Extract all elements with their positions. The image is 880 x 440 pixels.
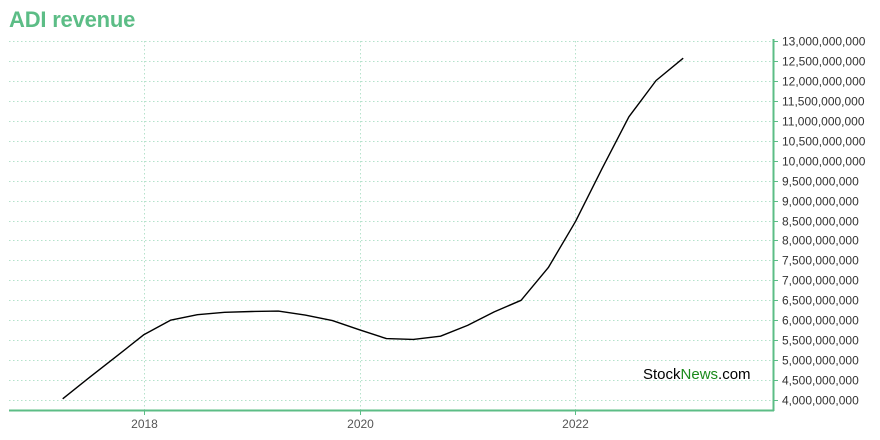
x-tick-label: 2020 [347,417,374,431]
y-tick-label: 4,000,000,000 [782,394,859,408]
y-tick-label: 12,000,000,000 [782,75,866,89]
watermark-news: News [680,366,719,383]
watermark-stock: Stock [643,366,681,383]
axes [9,39,778,415]
chart-title: ADI revenue [9,7,136,32]
y-axis-tick-labels: 4,000,000,000 4,500,000,000 5,000,000,000 5… [782,35,866,408]
y-tick-label: 6,500,000,000 [782,294,859,308]
series [62,57,684,400]
y-tick-label: 7,000,000,000 [782,274,859,288]
watermark-logo: StockNews.com [643,366,751,383]
x-tick-label: 2018 [131,417,158,431]
y-tick-label: 13,000,000,000 [782,35,866,49]
y-tick-label: 4,500,000,000 [782,374,859,388]
y-tick-label: 6,000,000,000 [782,314,859,328]
y-tick-label: 10,000,000,000 [782,155,866,169]
y-tick-label: 10,500,000,000 [782,135,866,149]
gridlines [9,41,773,410]
y-tick-label: 12,500,000,000 [782,55,866,69]
y-tick-label: 11,500,000,000 [782,95,865,109]
y-tick-label: 5,000,000,000 [782,354,859,368]
y-tick-label: 8,000,000,000 [782,234,859,248]
x-tick-label: 2022 [562,417,589,431]
y-tick-label: 11,000,000,000 [782,115,865,129]
y-tick-label: 9,500,000,000 [782,175,859,189]
revenue-series-line [62,57,684,400]
watermark-dotcom: .com [718,366,751,383]
y-tick-label: 5,500,000,000 [782,334,859,348]
y-tick-label: 7,500,000,000 [782,254,859,268]
y-tick-label: 8,500,000,000 [782,215,859,229]
y-tick-label: 9,000,000,000 [782,195,859,209]
x-axis-tick-labels: 2018 2020 2022 [131,417,589,431]
